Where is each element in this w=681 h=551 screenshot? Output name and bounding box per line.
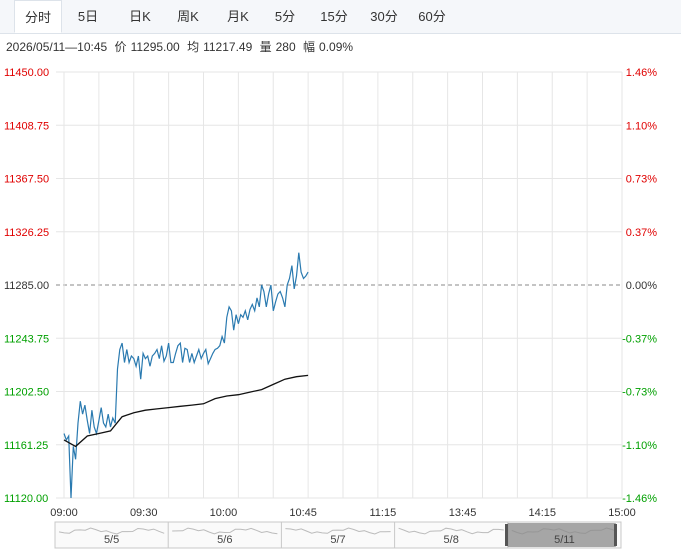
info-amp: 0.09% xyxy=(319,40,354,54)
info-amp-label: 幅 xyxy=(303,40,316,54)
y-tick-right: -1.46% xyxy=(622,493,657,505)
navigator-label: 5/5 xyxy=(104,534,119,546)
tab-0[interactable]: 分时 xyxy=(14,0,62,33)
tab-7[interactable]: 30分 xyxy=(370,9,398,24)
y-tick-left: 11450.00 xyxy=(4,67,49,79)
y-tick-left: 11285.00 xyxy=(4,280,49,292)
y-tick-right: 0.00% xyxy=(626,280,657,292)
navigator-label: 5/6 xyxy=(217,534,232,546)
info-avg: 11217.49 xyxy=(203,40,253,54)
info-vol-label: 量 xyxy=(259,40,272,54)
y-tick-right: -0.73% xyxy=(622,387,657,399)
y-tick-left: 11408.75 xyxy=(4,120,49,132)
navigator-trace xyxy=(172,527,278,535)
y-tick-right: -1.10% xyxy=(622,440,657,452)
navigator-trace xyxy=(398,527,504,535)
navigator-label: 5/7 xyxy=(330,534,345,546)
x-tick-label: 13:45 xyxy=(449,507,477,519)
tab-1[interactable]: 5日 xyxy=(77,9,99,24)
navigator-label: 5/8 xyxy=(444,534,459,546)
info-avg-label: 均 xyxy=(187,40,200,54)
info-price: 11295.00 xyxy=(130,40,180,54)
x-tick-label: 11:15 xyxy=(369,507,396,519)
navigator-handle-right[interactable] xyxy=(614,524,617,546)
tab-2[interactable]: 日K xyxy=(129,9,151,24)
y-tick-left: 11243.75 xyxy=(4,333,49,345)
x-tick-label: 10:45 xyxy=(289,507,317,519)
navigator-window[interactable] xyxy=(507,523,616,547)
y-tick-right: 1.10% xyxy=(626,120,657,132)
x-tick-label: 10:00 xyxy=(210,507,238,519)
tab-8[interactable]: 60分 xyxy=(418,9,446,24)
y-tick-left: 11161.25 xyxy=(4,440,48,452)
quote-info-bar: 2026/05/11—10:45 价 11295.00 均 11217.49 量 28… xyxy=(6,38,357,55)
navigator-label: 5/11 xyxy=(554,534,575,546)
tab-4[interactable]: 月K xyxy=(227,9,249,24)
navigator-trace xyxy=(58,527,165,535)
y-tick-right: 0.37% xyxy=(626,227,657,239)
y-tick-left: 11367.50 xyxy=(4,174,49,186)
price-line xyxy=(63,252,309,499)
y-tick-left: 11326.25 xyxy=(4,227,49,239)
info-time: 2026/05/11—10:45 xyxy=(6,40,108,54)
tab-6[interactable]: 15分 xyxy=(320,9,348,24)
y-tick-left: 11202.50 xyxy=(4,387,49,399)
y-tick-right: 0.73% xyxy=(626,174,657,186)
navigator-handle-left[interactable] xyxy=(505,524,508,546)
x-tick-label: 09:00 xyxy=(50,507,78,519)
y-tick-left: 11120.00 xyxy=(4,493,48,505)
navigator-trace xyxy=(285,527,391,535)
x-tick-label: 09:30 xyxy=(130,507,158,519)
tab-5[interactable]: 5分 xyxy=(274,9,296,24)
average-line xyxy=(63,374,309,448)
y-tick-right: 1.46% xyxy=(626,67,657,79)
x-tick-label: 14:15 xyxy=(529,507,557,519)
info-vol: 280 xyxy=(275,40,296,54)
period-tab-bar: 分时 5日 日K 周K 月K 5分 15分 30分 60分 xyxy=(0,0,681,34)
info-price-label: 价 xyxy=(114,40,127,54)
y-tick-right: -0.37% xyxy=(622,333,657,345)
x-tick-label: 15:00 xyxy=(608,507,636,519)
tab-3[interactable]: 周K xyxy=(177,9,199,24)
